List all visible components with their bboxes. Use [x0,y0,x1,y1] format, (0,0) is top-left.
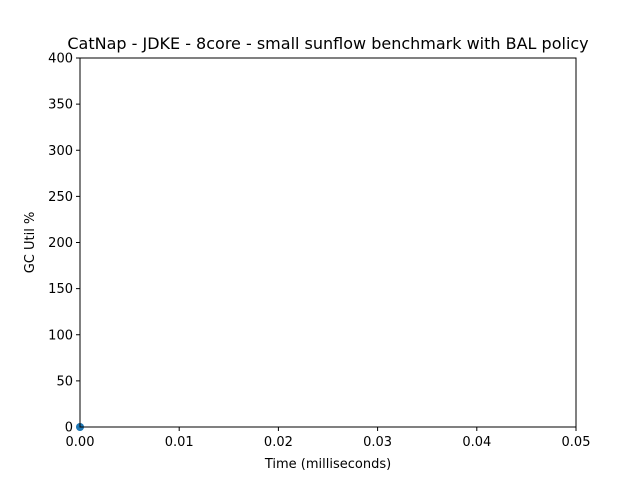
chart-title: CatNap - JDKE - 8core - small sunflow be… [67,34,588,53]
x-tick-label: 0.02 [264,435,293,450]
x-tick-label: 0.05 [562,435,591,450]
y-tick-label: 250 [48,190,73,205]
y-axis: 0 50 100 150 200 250 300 350 400 [48,52,80,436]
y-tick-label: 0 [65,421,73,436]
x-tick-label: 0.01 [165,435,194,450]
x-tick-label: 0.03 [363,435,392,450]
y-tick-label: 200 [48,236,73,251]
y-tick-label: 50 [56,374,73,389]
x-axis-label: Time (milliseconds) [264,457,391,472]
y-axis-label: GC Util % [23,212,38,274]
y-tick-label: 400 [48,52,73,67]
x-tick-label: 0.00 [66,435,95,450]
y-tick-label: 350 [48,98,73,113]
plot-frame [79,57,577,428]
x-tick-label: 0.04 [462,435,491,450]
y-tick-label: 300 [48,144,73,159]
y-tick-label: 150 [48,282,73,297]
y-tick-label: 100 [48,328,73,343]
